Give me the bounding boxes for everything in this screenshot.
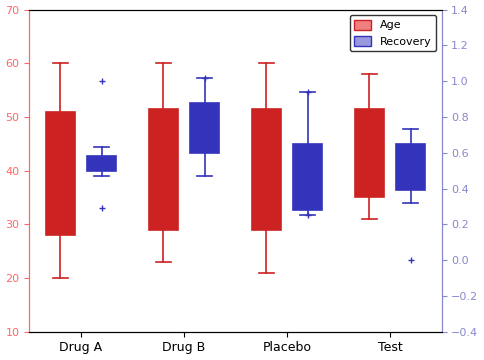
PathPatch shape [293,144,322,210]
PathPatch shape [149,109,178,230]
Legend: Age, Recovery: Age, Recovery [350,15,436,51]
PathPatch shape [396,144,425,190]
PathPatch shape [87,156,116,171]
PathPatch shape [252,109,281,230]
PathPatch shape [190,103,219,153]
PathPatch shape [46,112,75,235]
PathPatch shape [355,109,384,198]
